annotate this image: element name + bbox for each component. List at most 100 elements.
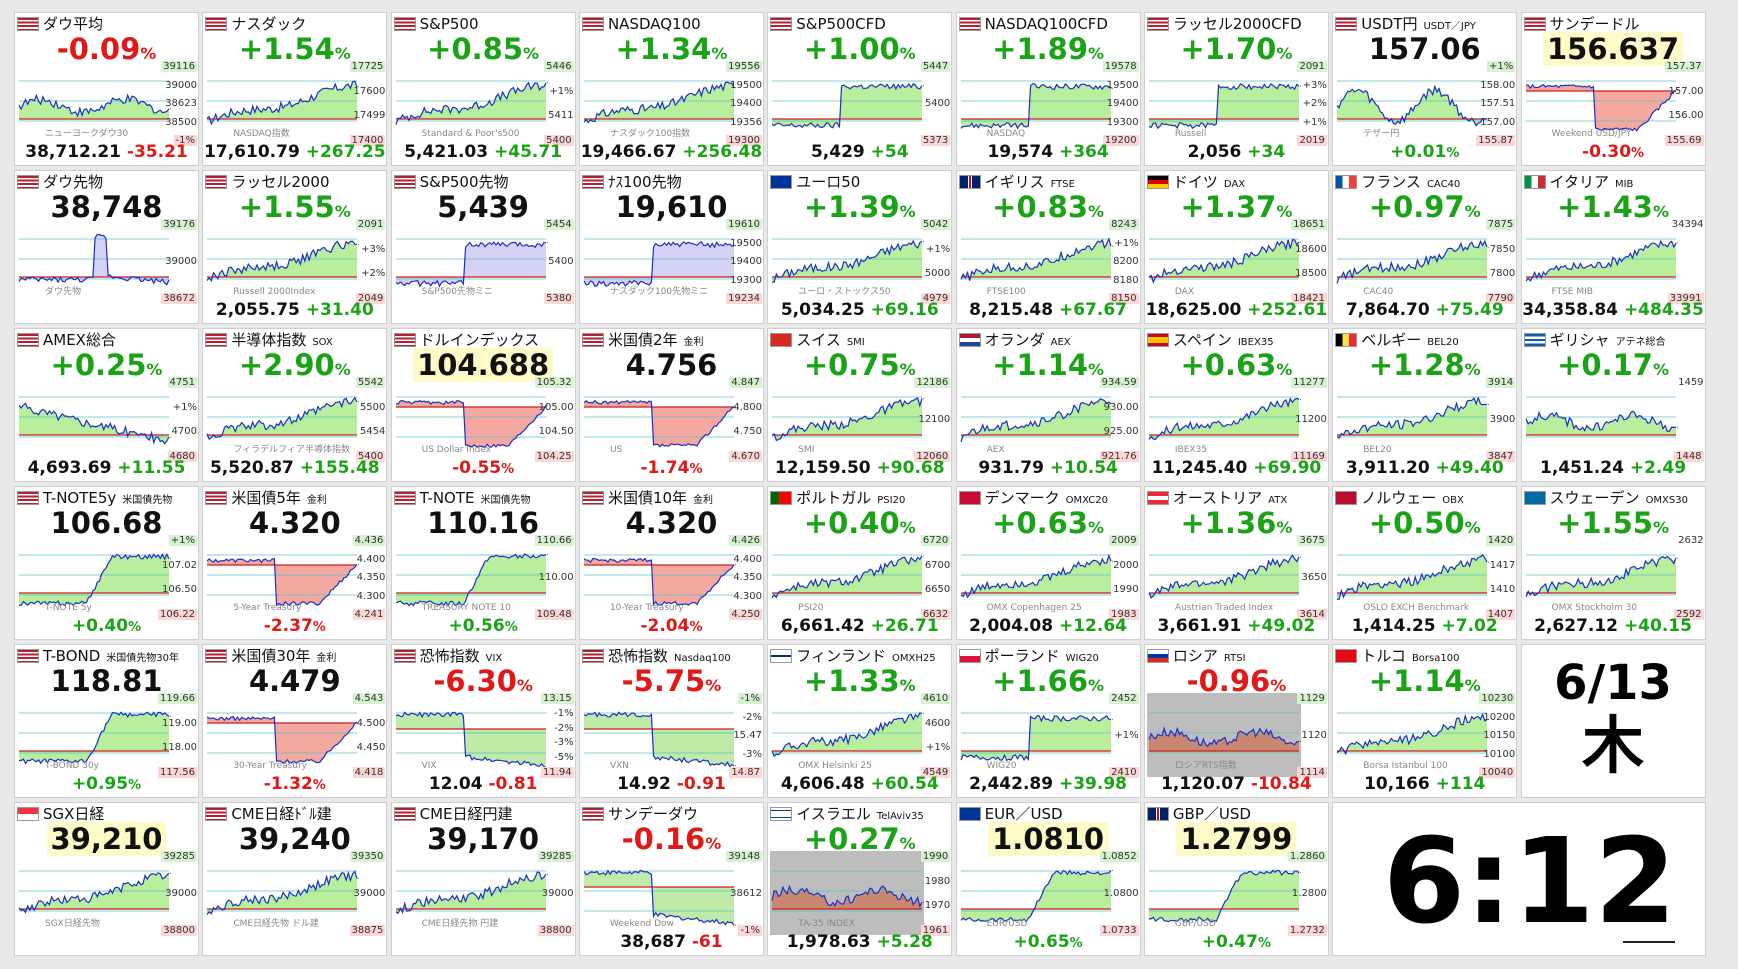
tile-main-number: 4.756 [625, 347, 718, 382]
tile-price: +0.47 [1201, 931, 1258, 952]
market-tile[interactable]: ベルギー BEL20 +1.28% BEL20 3914 3900 3847 3,911.20… [1332, 327, 1518, 482]
axis-tick-label: 5446 [544, 61, 574, 72]
tile-chart [18, 711, 171, 765]
chart-watermark: NASDAQ指数 [233, 129, 290, 139]
market-tile[interactable]: オランダ AEX +1.14% AEX 934.59 930.00 925.00 921.76… [955, 327, 1141, 482]
market-tile[interactable]: CME日経円建 39,170 CME日経先物 円建 39285 39000 38800 [390, 801, 576, 956]
market-tile[interactable]: スウェーデン OMXS30 +1.55% OMX Stockholm 30 2632 25… [1520, 485, 1706, 640]
market-tile[interactable]: T-BOND 米国債先物30年 118.81 T-BOND 30y 119.66 119.… [14, 643, 199, 798]
market-tile[interactable]: ドイツ DAX +1.37% DAX 18651 18600 18500 18421 18,62… [1143, 169, 1329, 324]
market-tile[interactable]: 恐怖指数 VIX -6.30% VIX 13.15 -1% -2% -3% -5% 11.94 12… [390, 643, 576, 798]
tile-title: ポーランド WIG20 [958, 646, 1138, 666]
chart-line [960, 553, 1112, 599]
market-tile[interactable]: 米国債10年 金利 4.320 10-Year Treasury 4.426 4.400 4… [578, 485, 764, 640]
market-tile[interactable]: デンマーク OMXC20 +0.63% OMX Copenhagen 25 2009 20… [955, 485, 1141, 640]
chart-watermark: BEL20 [1363, 444, 1392, 455]
market-tile[interactable]: S&P500CFD +1.00% 5447 5400 5373 5,429 +54 [767, 12, 953, 166]
market-tile[interactable]: スイス SMI +0.75% SMI 12186 12100 12060 12,159.50 … [767, 327, 953, 482]
market-tile[interactable]: 米国債5年 金利 4.320 5-Year Treasury 4.436 4.400 4.3… [202, 485, 388, 640]
flag-icon [393, 17, 416, 31]
market-tile[interactable]: ナスダック +1.54% NASDAQ指数 17725 17600 17499 17400 1… [202, 12, 388, 166]
flag-icon [770, 806, 793, 821]
market-tile[interactable]: 恐怖指数 Nasdaq100 -5.75% VXN -1% -2% 15.47 -3% 14.8… [578, 643, 764, 798]
market-tile[interactable]: ロシア RTSI -0.96% ロシアRTS指数 1129 1120 1114 1,120.0… [1143, 643, 1329, 798]
market-tile[interactable]: フランス CAC40 +0.97% CAC40 7875 7850 7800 7790 7,86… [1332, 169, 1518, 324]
market-tile[interactable]: スペイン IBEX35 +0.63% IBEX35 11277 11200 11169 11,… [1143, 327, 1329, 482]
axis-tick-label: 157.00 [1480, 117, 1516, 128]
market-tile[interactable]: CME日経ﾄﾞﾙ建 39,240 CME日経先物 ドル建 39350 39000 3887… [202, 801, 388, 956]
market-tile[interactable]: T-NOTE5y 米国債先物 106.68 T-NOTE 5y +1% 107.02 106… [14, 485, 199, 640]
tile-chart [206, 554, 360, 607]
market-tile[interactable]: GBP／USD 1.2799 GBP/USD 1.2860 1.2800 1.2732 +0… [1143, 801, 1329, 956]
tile-title: ラッセル2000CFD [1146, 14, 1326, 34]
market-tile[interactable]: ダウ先物 38,748 ダウ先物 39176 39000 38672 [14, 169, 199, 324]
tile-price: 8,215.48 [969, 299, 1054, 320]
market-tile[interactable]: ﾅｽ100先物 19,610 ナスダック100先物ミニ 19610 19500 19400… [578, 169, 764, 324]
market-tile[interactable]: イギリス FTSE +0.83% FTSE100 8243 +1% 8200 8180 8150… [955, 169, 1141, 324]
tile-change: +2.49 [1629, 457, 1687, 478]
market-tile[interactable]: SGX日経 39,210 SGX日経先物 39285 39000 38800 [14, 801, 199, 956]
tile-subname: VIX [485, 652, 503, 664]
axis-tick-label: 15.47 [733, 729, 762, 741]
market-tile[interactable]: 半導体指数 SOX +2.90% フィラデルフィア半導体指数 5542 5500 5454 5… [202, 327, 388, 482]
market-tile[interactable]: トルコ Borsa100 +1.14% Borsa Istanbul 100 10230… [1332, 643, 1518, 798]
market-tile[interactable]: NASDAQ100CFD +1.89% NASDAQ 19578 19500 19400 1… [955, 12, 1141, 166]
axis-tick-label: 1.2860 [1287, 850, 1327, 862]
market-tile[interactable]: ポーランド WIG20 +1.66% WIG20 2452 +1% 2410 2,442.89… [955, 643, 1141, 798]
axis-tick-label: 39285 [161, 850, 197, 862]
axis-tick-label: 7800 [1489, 267, 1516, 279]
market-tile[interactable]: ラッセル2000CFD +1.70% Russell 2091 +3% +2% +1% 201… [1143, 12, 1329, 166]
tile-change: +256.48 [682, 142, 763, 162]
axis-tick-label: -1% [173, 135, 197, 146]
axis-tick-label: 2091 [355, 218, 386, 230]
tile-title: 米国債2年 金利 [581, 330, 761, 350]
market-tile[interactable]: フィンランド OMXH25 +1.33% OMX Helsinki 25 4610 460… [767, 643, 953, 798]
market-tile[interactable]: ドルインデックス 104.688 US Dollar Index 105.32 105.… [390, 327, 576, 482]
tile-price: +0.65 [1013, 931, 1070, 952]
market-tile[interactable]: ユーロ50 +1.39% ユーロ・ストックス50 5042 +1% 5000 4979 5,0… [767, 169, 953, 324]
flag-icon [1146, 806, 1169, 821]
tile-price: +0.95 [71, 773, 129, 794]
market-tile[interactable]: オーストリア ATX +1.36% Austrian Traded Index 3675… [1143, 485, 1329, 640]
market-tile[interactable]: イタリア MIB +1.43% FTSE MIB 34394 33991 34,358.84… [1520, 169, 1706, 324]
market-tile[interactable]: ポルトガル PSI20 +0.40% PSI20 6720 6700 6650 6632 6,6… [767, 485, 953, 640]
tile-axis-labels: 4.847 4.800 4.750 4.670 [729, 376, 763, 462]
tile-name: トルコ [1361, 646, 1406, 665]
tile-price: 2,056 [1187, 142, 1242, 162]
market-tile[interactable]: サンデーダウ -0.16% Weekend Dow 39148 38612 -1% 38,6… [578, 801, 764, 956]
market-tile[interactable]: 米国債30年 金利 4.479 30-Year Treasury 4.543 4.500 4… [202, 643, 388, 798]
market-tile[interactable]: 米国債2年 金利 4.756 US 4.847 4.800 4.750 4.670 -1.74% [578, 327, 764, 482]
tile-price: 931.79 [978, 457, 1044, 478]
tile-axis-labels: 11277 11200 11169 [1291, 376, 1328, 462]
tile-chart [18, 233, 171, 286]
market-tile[interactable]: サンデードル 156.637 Weekend USD/JPY 157.37 157.00… [1520, 12, 1706, 166]
tile-change: -61 [691, 931, 723, 952]
market-tile[interactable]: ノルウェー OBX +0.50% OSLO EXCH Benchmark 1420 141… [1332, 485, 1518, 640]
market-tile[interactable]: AMEX総合 +0.25% 4751 +1% 4700 4680 4,693.69 +11.… [14, 327, 199, 482]
axis-tick-label: 14.87 [729, 766, 762, 778]
market-tile[interactable]: ギリシャ アテネ総合 +0.17% 1459 1448 1,451.24 +2.49 [1520, 327, 1706, 482]
tile-axis-labels: 2091 +3% +2% 2049 [355, 218, 386, 304]
market-tile[interactable]: NASDAQ100 +1.34% ナスダック100指数 19556 19500 19400… [578, 12, 764, 166]
flag-icon [770, 174, 793, 189]
chart-area [207, 558, 358, 606]
chart-watermark: PSI20 [798, 602, 824, 613]
axis-tick-label: 2009 [1109, 534, 1139, 546]
percent-sign: % [1069, 935, 1083, 951]
market-tile[interactable]: イスラエル TelAviv35 +0.27% TA-35 INDEX 1990 1980 1… [767, 801, 953, 956]
axis-tick-label: 157.37 [1664, 61, 1704, 72]
market-tile[interactable]: S&P500先物 5,439 S&P500先物ミニ 5454 5400 5380 [390, 169, 576, 324]
market-tile[interactable]: ダウ平均 -0.09% ニューヨークダウ30 39116 39000 38623 38500… [14, 12, 199, 166]
market-tile[interactable]: USDT円 USDT／JPY 157.06 テザー円 +1% 158.00 157.51 15… [1332, 12, 1518, 166]
market-tile[interactable]: ラッセル2000 +1.55% Russell 2000Index 2091 +3% +2… [202, 169, 388, 324]
tile-axis-labels: 6720 6700 6650 6632 [920, 534, 951, 620]
market-tile[interactable]: T-NOTE 米国債先物 110.16 TREASURY NOTE 10 110.66 1… [390, 485, 576, 640]
chart-line [1336, 712, 1488, 756]
tile-change: +40.15 [1623, 615, 1692, 636]
tile-axis-labels: 157.37 157.00 156.00 155.69 [1664, 61, 1705, 146]
market-tile[interactable]: EUR／USD 1.0810 EUR/USD 1.0852 1.0800 1.0733 +0… [955, 801, 1141, 956]
tile-main-number: +1.43 [1557, 189, 1653, 224]
chart-line [583, 711, 735, 768]
percent-sign: % [1652, 517, 1669, 537]
market-tile[interactable]: S&P500 +0.85% Standard & Poor's500 5446 +1% 5… [390, 12, 576, 166]
